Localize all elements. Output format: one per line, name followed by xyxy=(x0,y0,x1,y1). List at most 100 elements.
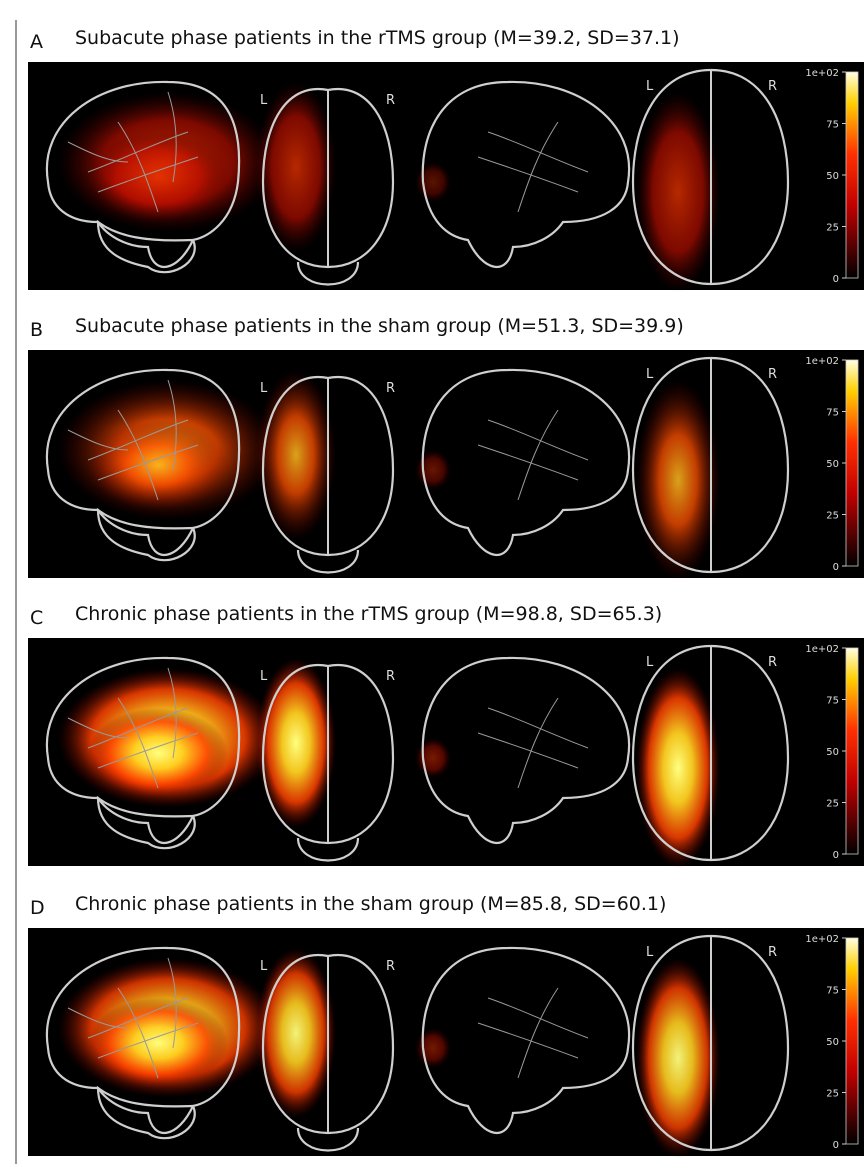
sulcus xyxy=(87,131,189,173)
heat-blob xyxy=(415,738,451,778)
heat-blob xyxy=(636,92,720,292)
brain-outline xyxy=(45,656,241,844)
sulcus xyxy=(517,409,559,501)
cerebellum-outline xyxy=(296,261,360,286)
sulcus xyxy=(487,131,589,173)
colorbar-tick-label: 50 xyxy=(826,1037,839,1048)
brain-outline xyxy=(421,946,631,1134)
view-label: R xyxy=(768,79,777,94)
panel-letter: A xyxy=(30,31,43,53)
view-label: R xyxy=(768,367,777,382)
sulcus xyxy=(97,444,199,481)
colorbar-tick-label: 25 xyxy=(826,223,839,234)
sulcus xyxy=(87,419,189,461)
view-label: L xyxy=(260,93,268,108)
heat-blob xyxy=(88,708,228,798)
sulcus xyxy=(117,697,159,789)
heat-blob xyxy=(256,658,336,828)
sulcus xyxy=(87,707,189,749)
sulcus xyxy=(487,419,589,461)
sulcus xyxy=(477,1022,579,1059)
sulcus xyxy=(487,997,589,1039)
colorbar-tick-label: 75 xyxy=(826,986,839,997)
colorbar-tick-label: 1e+02 xyxy=(805,934,839,945)
brain-outline xyxy=(421,656,631,844)
sulcus xyxy=(167,667,177,759)
colorbar-tick-label: 50 xyxy=(826,747,839,758)
colorbar-tick-label: 0 xyxy=(833,1140,839,1151)
sulcus xyxy=(117,987,159,1079)
sulcus xyxy=(67,717,129,739)
heat-blob xyxy=(256,370,336,540)
colorbar-tick-label: 50 xyxy=(826,171,839,182)
view-label: L xyxy=(260,669,268,684)
view-label: L xyxy=(646,655,654,670)
sulcus xyxy=(517,121,559,213)
panel-letter: C xyxy=(30,607,43,629)
colorbar-tick-label: 0 xyxy=(833,274,839,285)
sulcus xyxy=(67,429,129,451)
cerebellum-outline xyxy=(96,219,196,274)
sulcus xyxy=(87,997,189,1039)
sulcus xyxy=(117,121,159,213)
colorbar-tick-label: 0 xyxy=(833,850,839,861)
sulcus xyxy=(517,697,559,789)
colorbar-tick-label: 75 xyxy=(826,120,839,131)
brain-outline xyxy=(421,80,631,268)
panel-title: Subacute phase patients in the sham grou… xyxy=(75,315,684,337)
colorbar xyxy=(845,937,859,1145)
colorbar-tick-label: 25 xyxy=(826,511,839,522)
view-label: R xyxy=(386,669,395,684)
view-label: R xyxy=(768,655,777,670)
sulcus xyxy=(117,409,159,501)
sulcus xyxy=(477,444,579,481)
brain-outline xyxy=(421,368,631,556)
sulcus xyxy=(487,707,589,749)
sulcus xyxy=(67,141,129,163)
heat-blob xyxy=(88,132,228,222)
sulcus xyxy=(97,156,199,193)
heat-blob xyxy=(88,420,228,510)
sulcus xyxy=(517,987,559,1079)
colorbar xyxy=(845,647,859,855)
cerebellum-outline xyxy=(296,1127,360,1152)
heat-blob xyxy=(415,162,451,202)
cerebellum-outline xyxy=(96,507,196,562)
panel-title: Chronic phase patients in the sham group… xyxy=(75,893,666,915)
brain-outline xyxy=(45,80,241,268)
view-label: L xyxy=(260,381,268,396)
colorbar-tick-label: 1e+02 xyxy=(805,68,839,79)
colorbar-tick-label: 75 xyxy=(826,408,839,419)
panel-letter: B xyxy=(30,319,43,341)
heat-blob xyxy=(88,998,228,1088)
heat-blob xyxy=(636,958,720,1158)
brain-outline xyxy=(45,368,241,556)
panel-title: Subacute phase patients in the rTMS grou… xyxy=(75,27,680,49)
panel-letter: D xyxy=(30,897,45,919)
colorbar-tick-label: 25 xyxy=(826,799,839,810)
cerebellum-outline xyxy=(296,549,360,574)
heat-blob xyxy=(415,1028,451,1068)
heat-blob xyxy=(636,668,720,868)
sulcus xyxy=(477,732,579,769)
brain-outline xyxy=(45,946,241,1134)
sulcus xyxy=(477,156,579,193)
cerebellum-outline xyxy=(96,795,196,850)
sulcus xyxy=(67,1007,129,1029)
heat-blob xyxy=(636,380,720,580)
sulcus xyxy=(97,732,199,769)
panel-image: L R L R 1e+02 75 50 25 0 xyxy=(28,638,864,868)
heat-blob xyxy=(415,450,451,490)
view-label: R xyxy=(386,93,395,108)
view-label: L xyxy=(646,367,654,382)
panel-image: L R L R 1e+02 75 50 25 0 xyxy=(28,62,864,292)
colorbar xyxy=(845,71,859,279)
colorbar xyxy=(845,359,859,567)
view-label: L xyxy=(260,959,268,974)
view-label: R xyxy=(386,959,395,974)
heat-blob xyxy=(256,82,336,252)
panel-title: Chronic phase patients in the rTMS group… xyxy=(75,603,662,625)
sulcus xyxy=(167,957,177,1049)
colorbar-tick-label: 0 xyxy=(833,562,839,573)
